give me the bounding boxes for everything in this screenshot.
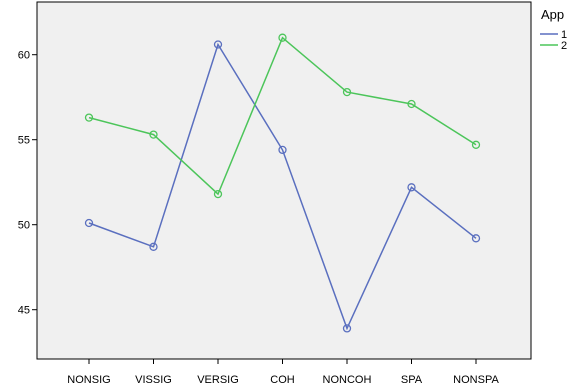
x-axis-ticks: NONSIG VISSIG VERSIG COH NONCOH SPA NONSPA — [67, 359, 499, 386]
series-1-point — [278, 145, 287, 155]
series-2-point — [149, 130, 158, 139]
x-tick-label: VERSIG — [197, 374, 239, 386]
series-2-point — [213, 189, 223, 199]
series-1-point — [84, 218, 94, 228]
series-1-point — [407, 183, 416, 192]
series-layer — [84, 33, 481, 333]
x-tick-label: NONSIG — [67, 374, 110, 386]
plot-area — [36, 1, 532, 360]
series-2-point — [278, 33, 287, 42]
legend-label-series-2: 2 — [561, 40, 567, 52]
series-2-line — [88, 36, 477, 196]
legend-items: 12 — [540, 29, 567, 52]
legend: App 12 — [540, 7, 567, 52]
x-tick-label: NONCOH — [323, 374, 372, 386]
x-tick-label: NONSPA — [453, 374, 499, 386]
legend-title: App — [541, 7, 564, 22]
series-1-line — [88, 42, 477, 331]
series-2-point — [407, 99, 416, 109]
series-1-point — [471, 234, 481, 243]
series-1-point — [149, 242, 158, 251]
y-tick-label: 45 — [18, 305, 30, 317]
y-tick-label: 60 — [18, 50, 30, 62]
y-tick-label: 50 — [18, 220, 30, 232]
series-2-point — [342, 87, 352, 97]
x-tick-label: VISSIG — [135, 374, 172, 386]
series-1-point — [342, 324, 352, 333]
series-1-point — [213, 40, 223, 49]
y-axis-ticks: 45 50 55 60 — [18, 50, 37, 317]
legend-label-series-1: 1 — [561, 29, 567, 41]
series-2-point — [84, 113, 94, 122]
y-tick-label: 55 — [18, 135, 30, 147]
series-2-point — [471, 140, 481, 149]
x-tick-label: COH — [270, 374, 295, 386]
x-tick-label: SPA — [401, 374, 423, 386]
